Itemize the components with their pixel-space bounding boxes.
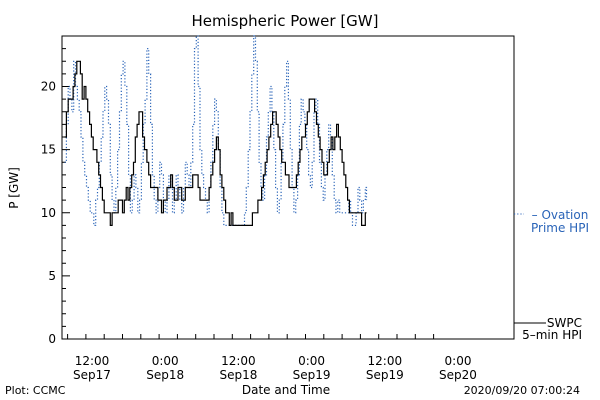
- ovation-prime-line: [64, 35, 368, 226]
- y-tick-label: 5: [48, 269, 56, 283]
- ovation-series-label: Prime HPI: [531, 221, 589, 235]
- x-tick-date: Sep20: [439, 368, 477, 382]
- x-tick-date: Sep19: [293, 368, 331, 382]
- x-tick-date: Sep17: [73, 368, 111, 382]
- x-tick-time: 0:00: [298, 354, 325, 368]
- x-tick-date: Sep18: [146, 368, 184, 382]
- x-tick-time: 12:00: [221, 354, 256, 368]
- x-tick-time: 0:00: [152, 354, 179, 368]
- y-tick-label: 10: [41, 206, 56, 220]
- y-tick-label: 15: [41, 143, 56, 157]
- x-tick-time: 12:00: [75, 354, 110, 368]
- swpc-series-label: SWPC: [547, 316, 582, 330]
- ovation-series-label: – Ovation: [532, 208, 589, 222]
- plot-timestamp: 2020/09/20 07:00:24: [464, 384, 580, 397]
- swpc-hpi-line: [64, 60, 367, 226]
- x-tick-date: Sep19: [366, 368, 404, 382]
- y-axis-label: P [GW]: [7, 167, 21, 209]
- swpc-series-label: 5–min HPI: [522, 328, 582, 342]
- x-axis: 12:00Sep170:00Sep1812:00Sep180:00Sep1912…: [67, 334, 477, 382]
- plot-credit: Plot: CCMC: [5, 384, 66, 397]
- x-tick-time: 0:00: [445, 354, 472, 368]
- x-axis-label: Date and Time: [242, 383, 330, 397]
- y-axis: 0 5 10 15 20: [41, 35, 70, 346]
- y-tick-label: 0: [48, 332, 56, 346]
- chart-title: Hemispheric Power [GW]: [192, 12, 379, 30]
- series-layer: [64, 35, 368, 226]
- y-tick-label: 20: [41, 80, 56, 94]
- x-tick-date: Sep18: [219, 368, 257, 382]
- x-tick-time: 12:00: [368, 354, 403, 368]
